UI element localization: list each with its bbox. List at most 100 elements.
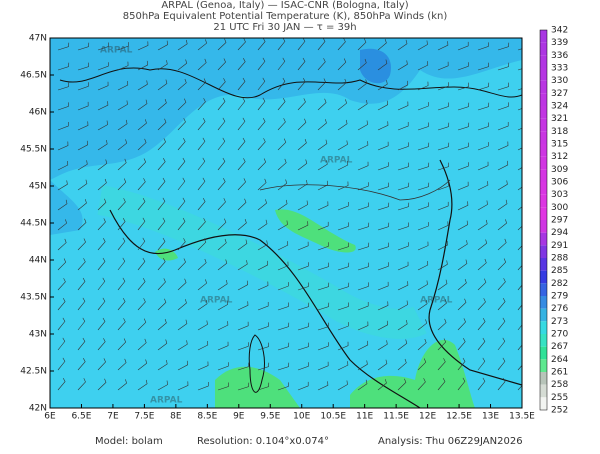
- wind-barbs: ARPAL ARPAL ARPAL ARPAL ARPAL: [57, 38, 522, 406]
- watermark: ARPAL: [200, 296, 233, 306]
- colorbar-label: 282: [551, 279, 568, 289]
- wind-barb: [457, 82, 469, 91]
- colorbar-label: 333: [551, 64, 568, 74]
- wind-barb: [77, 101, 89, 111]
- wind-barb: [417, 378, 426, 391]
- wind-barb: [117, 257, 126, 271]
- wind-barb: [237, 342, 249, 351]
- wind-barb: [257, 178, 267, 191]
- wind-barb: [397, 320, 408, 331]
- colorbar-label: 252: [551, 406, 568, 416]
- wind-barb: [477, 161, 489, 171]
- wind-barb: [97, 62, 109, 71]
- wind-barb: [517, 344, 522, 351]
- wind-barb: [517, 385, 522, 391]
- wind-barb: [277, 38, 286, 51]
- wind-barb: [157, 380, 168, 391]
- wind-barb: [237, 117, 246, 131]
- lon-label: 10.5E: [320, 412, 346, 422]
- colorbar-label: 342: [551, 26, 568, 36]
- colorbar-swatch: [540, 156, 547, 170]
- colorbar-swatch: [540, 194, 547, 208]
- wind-barb: [337, 99, 347, 111]
- wind-barb: [157, 278, 166, 291]
- colorbar-swatch: [540, 245, 547, 258]
- wind-barb: [477, 357, 486, 371]
- wind-barb: [437, 162, 449, 171]
- wind-barb: [257, 117, 266, 131]
- wind-barb: [417, 280, 428, 291]
- wind-barb: [97, 257, 106, 271]
- lat-label: 45.5N: [20, 145, 47, 155]
- wind-barb: [217, 279, 228, 291]
- colorbar-label: 291: [551, 241, 568, 251]
- watermark: ARPAL: [100, 46, 133, 56]
- colorbar-label: 300: [551, 203, 568, 213]
- colorbar-label: 327: [551, 89, 568, 99]
- wind-barb: [437, 338, 447, 351]
- wind-barb: [357, 141, 369, 151]
- wind-barb: [317, 201, 329, 211]
- wind-barb: [337, 202, 349, 211]
- colorbar-swatch: [540, 106, 547, 119]
- wind-barb: [177, 197, 186, 211]
- wind-barb: [57, 317, 66, 331]
- field-green: [275, 209, 356, 253]
- wind-barb: [57, 238, 67, 251]
- colorbar-swatch: [540, 397, 547, 410]
- wind-barb: [257, 281, 269, 291]
- wind-barb: [377, 379, 387, 391]
- wind-barb: [237, 38, 246, 51]
- wind-barb: [257, 38, 266, 51]
- wind-barb: [137, 257, 146, 271]
- wind-barb: [457, 142, 469, 151]
- wind-barb: [517, 245, 522, 251]
- wind-barb: [437, 182, 449, 191]
- wind-barb: [197, 117, 206, 131]
- wind-barb: [197, 39, 207, 51]
- wind-barb: [437, 240, 449, 251]
- wind-barb: [377, 182, 389, 191]
- wind-barb: [317, 139, 328, 151]
- wind-barb: [457, 201, 469, 211]
- wind-barb: [97, 338, 106, 351]
- field-blue: [50, 180, 83, 235]
- field-green: [215, 366, 300, 408]
- wind-barb: [337, 119, 348, 131]
- wind-barb: [157, 217, 166, 231]
- wind-barb: [197, 78, 207, 91]
- wind-barb: [497, 122, 509, 131]
- wind-barb: [357, 282, 369, 291]
- wind-barb: [497, 199, 508, 211]
- wind-barb: [457, 298, 467, 311]
- wind-barb: [277, 57, 286, 71]
- wind-barb: [57, 377, 66, 391]
- colorbar-label: 339: [551, 38, 568, 48]
- wind-barb: [137, 338, 147, 351]
- wind-barb: [277, 241, 289, 251]
- wind-barb: [117, 379, 127, 391]
- colorbar-swatch: [540, 220, 547, 233]
- wind-barb: [157, 298, 167, 311]
- wind-barb: [397, 202, 410, 211]
- lat-label: 44.5N: [20, 219, 47, 229]
- wind-barb: [257, 302, 269, 311]
- wind-barb: [417, 40, 428, 51]
- wind-barb: [77, 317, 86, 331]
- wind-barb: [517, 186, 522, 191]
- colorbar-label: 309: [551, 165, 568, 175]
- river: [259, 179, 451, 201]
- wind-barb: [277, 199, 288, 211]
- colorbar: 342 339 336 333 330 327 324 321 318 315 312 309 306 3…: [539, 26, 568, 416]
- wind-barb: [97, 297, 106, 311]
- wind-barb: [177, 137, 186, 151]
- wind-barb: [177, 177, 186, 191]
- wind-barb: [297, 322, 310, 331]
- wind-barb: [337, 160, 349, 171]
- wind-barb: [517, 88, 522, 91]
- wind-barb: [437, 377, 446, 391]
- wind-barb: [437, 318, 447, 331]
- wind-barb: [437, 201, 449, 211]
- wind-barb: [217, 321, 229, 331]
- wind-barb: [397, 222, 409, 231]
